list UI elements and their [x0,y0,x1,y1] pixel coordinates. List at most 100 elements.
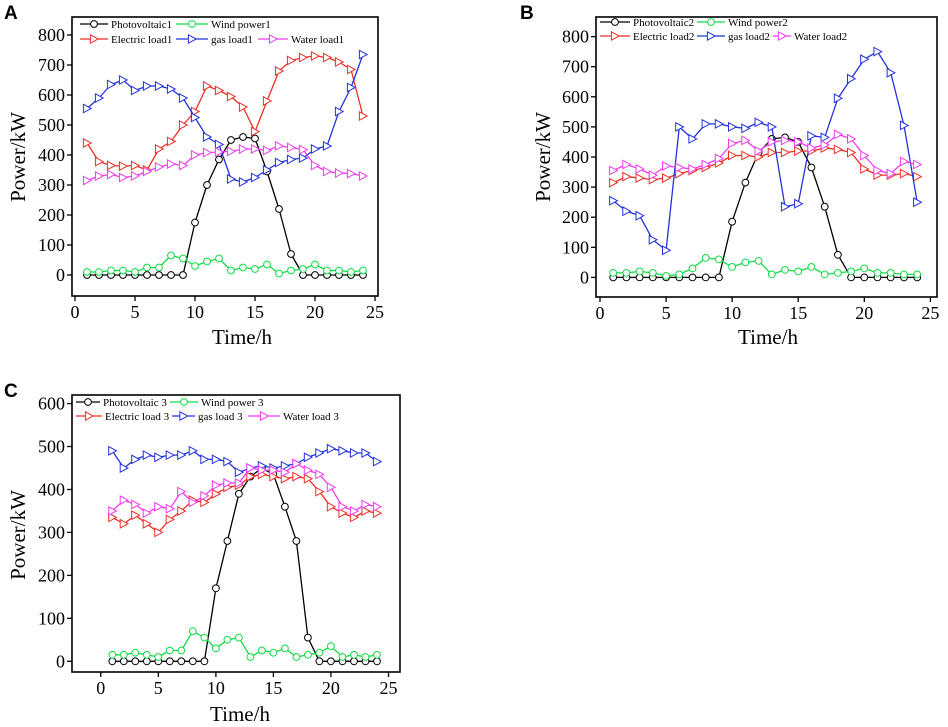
wind-power1-point-5 [131,268,139,276]
plot-frame [595,16,938,298]
gas-load-3-point-4 [142,450,153,461]
gas-load1-point-23 [346,82,357,93]
wind-power1-point-11 [203,257,211,266]
legend-label: Photovoltaic 3 [103,397,167,409]
x-tick-label: 15 [264,678,282,698]
water-load2-point-17 [820,139,830,151]
photovoltaic2-point-17 [820,202,829,211]
electric-load-3-point-13 [246,471,256,482]
wind-power-3-point-12 [235,633,243,642]
gas-load2-point-21 [873,46,883,57]
gas-load1-point-9 [178,92,189,104]
electric-load-3-point-17 [292,471,302,482]
gas-load1-point-6 [142,80,153,92]
wind-power-3-point-1 [108,650,117,659]
electric-load2-line [612,147,918,184]
electric-load2-point-19 [847,147,857,158]
legend-label: Water load2 [794,31,847,43]
wind-power2-point-22 [886,269,895,277]
photovoltaic-3-point-17 [292,537,301,545]
gas-load2-series [609,46,923,256]
wind-power2-point-1 [609,269,618,277]
electric-load-3-point-3 [131,510,141,521]
electric-load-3-point-16 [280,473,291,484]
electric-load1-point-17 [274,65,285,77]
legend-entry-water-load2: Water load2 [773,30,847,43]
gas-load1-point-1 [82,103,93,114]
electric-load2-point-13 [767,147,778,158]
legend-label: Wind power 3 [201,397,264,409]
wind-power-3-point-19 [315,648,324,657]
gas-load2-point-17 [820,132,830,143]
x-tick-label: 0 [596,303,605,323]
electric-load1-point-11 [202,80,213,92]
water-load2-series [609,129,923,181]
electric-load2-point-1 [609,177,619,188]
photovoltaic1-point-15 [251,134,259,143]
legend-entry-photovoltaic-3: Photovoltaic 3 [76,397,167,409]
legend-label: Wind power1 [211,19,271,31]
wind-power1-point-23 [347,268,355,276]
gas-load-3-point-11 [223,456,233,467]
water-load1-point-1 [82,175,93,186]
panel-label: B [520,3,534,24]
photovoltaic-3-point-19 [315,657,324,666]
wind-power1-point-6 [143,263,151,272]
water-load2-point-2 [622,159,632,170]
wind-power-3-point-16 [281,644,289,653]
electric-load2-point-5 [662,173,672,184]
electric-load1-point-12 [214,85,225,96]
x-tick-label: 5 [131,302,140,322]
gas-load1-point-10 [190,112,201,123]
photovoltaic1-point-7 [155,271,163,279]
y-tick-label: 0 [580,267,589,287]
electric-load1-point-19 [298,52,309,63]
gas-load2-point-3 [635,210,645,221]
photovoltaic2-point-7 [688,273,697,282]
gas-load2-point-13 [767,121,778,132]
gas-load2-point-22 [886,67,896,78]
water-load-3-series [108,458,383,519]
water-load2-point-11 [741,135,751,146]
legend-label: Electric load2 [633,31,694,43]
gas-load-3-point-19 [315,447,325,459]
wind-power-3-point-11 [223,635,232,644]
y-tick-label: 100 [38,235,65,255]
water-load2-point-12 [754,145,764,157]
water-load1-point-15 [250,143,261,155]
wind-power-3-point-7 [177,646,186,655]
legend-label: gas load 3 [198,411,243,423]
electric-load1-point-22 [334,56,345,68]
gas-load1-point-24 [358,49,369,60]
gas-load-3-point-12 [234,467,245,478]
wind-power-3-point-23 [361,653,370,661]
electric-load1-point-15 [250,126,261,137]
x-tick-label: 25 [380,678,398,698]
x-tick-label: 25 [921,303,939,323]
photovoltaic-3-point-18 [304,633,312,642]
y-tick-label: 300 [38,175,65,195]
x-axis-title: Time/h [212,325,272,349]
y-tick-label: 800 [562,27,589,47]
x-tick-label: 5 [662,303,671,323]
legend-marker [187,33,198,45]
legend-label: Electric load 3 [105,411,170,423]
wind-power1-point-1 [83,268,91,276]
water-load2-point-20 [860,150,870,161]
electric-load1-point-5 [130,160,141,171]
y-tick-label: 500 [38,115,65,135]
legend-marker [89,33,100,45]
x-tick-label: 20 [855,303,873,323]
x-tick-label: 10 [207,678,225,698]
legend-marker [84,398,92,406]
panel-c: C 0 100 200 300 400 500 600 0 5 10 15 20 25 Time/h Powe… [4,381,401,726]
wind-power1-point-14 [239,263,247,272]
legend-label: Wind power2 [728,17,788,29]
legend-marker [90,20,98,28]
y-tick-label: 100 [38,608,65,628]
gas-load2-point-2 [622,206,632,217]
wind-power1-point-10 [191,262,199,270]
photovoltaic-3-point-24 [373,657,381,666]
gas-load2-point-11 [741,123,751,134]
